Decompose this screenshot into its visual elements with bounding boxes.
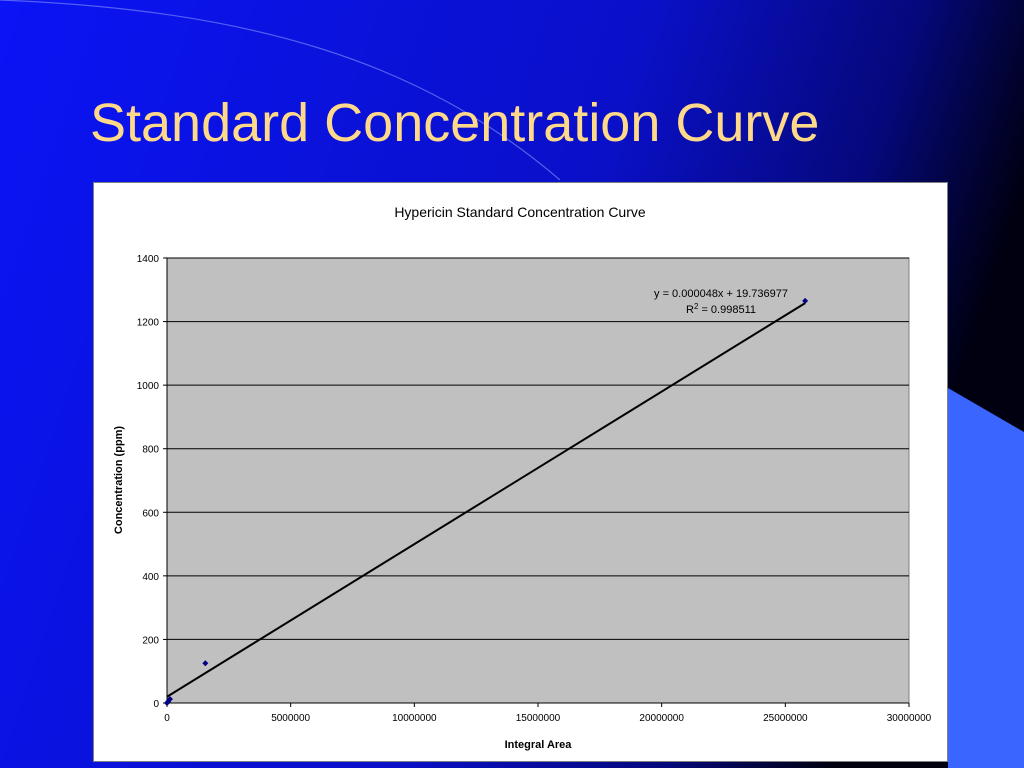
y-tick-label: 800 — [142, 445, 159, 456]
y-axis-label: Concentration (ppm) — [113, 426, 125, 534]
y-tick-label: 1200 — [137, 318, 160, 329]
chart: Hypericin Standard Concentration Curve 0… — [113, 204, 932, 751]
y-tick-label: 200 — [142, 635, 159, 646]
chart-title: Hypericin Standard Concentration Curve — [394, 204, 646, 220]
y-tick-label: 0 — [153, 699, 159, 710]
x-tick-label: 0 — [164, 713, 170, 724]
x-axis-label: Integral Area — [505, 739, 573, 751]
decorative-corner-shape — [948, 388, 1024, 768]
slide-title: Standard Concentration Curve — [90, 93, 820, 153]
trendline — [166, 302, 806, 698]
trendline-group — [166, 302, 806, 698]
x-tick-label: 25000000 — [763, 713, 808, 724]
y-tick-label: 1000 — [137, 381, 160, 392]
x-tick-label: 20000000 — [639, 713, 684, 724]
gridlines — [167, 257, 909, 640]
x-tick-label: 30000000 — [887, 713, 932, 724]
x-tick-label: 5000000 — [271, 713, 310, 724]
trendline-equation: y = 0.000048x + 19.736977 — [654, 288, 788, 300]
trendline-r-squared: R2 = 0.998511 — [686, 302, 756, 316]
chart-panel: Hypericin Standard Concentration Curve 0… — [93, 182, 948, 762]
axes: 0 200 400 600 800 1000 1200 1400 0 5000000 1000000… — [137, 254, 932, 724]
plot-area — [166, 257, 910, 704]
data-point — [202, 660, 209, 667]
data-point — [166, 696, 173, 703]
x-tick-label: 10000000 — [392, 713, 437, 724]
decorative-swoosh — [0, 0, 561, 181]
x-tick-label: 15000000 — [516, 713, 561, 724]
y-tick-label: 1400 — [137, 254, 160, 265]
data-points — [164, 297, 809, 706]
y-tick-label: 400 — [142, 572, 159, 583]
data-point — [802, 297, 809, 304]
y-tick-label: 600 — [142, 508, 159, 519]
